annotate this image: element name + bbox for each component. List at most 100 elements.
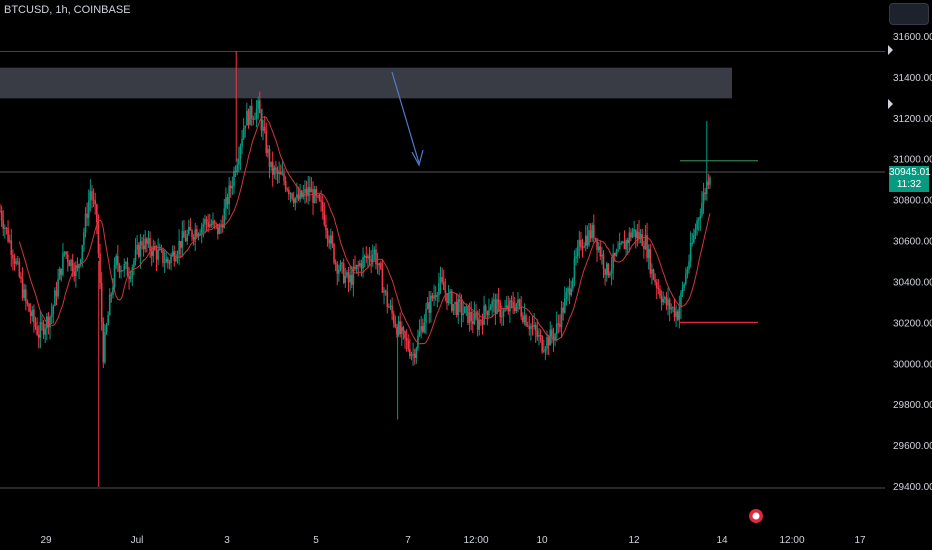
- candle-body: [446, 293, 448, 304]
- candle-body: [271, 161, 274, 175]
- candle-body: [370, 259, 372, 262]
- candle-body: [5, 227, 8, 229]
- candle-body: [228, 185, 230, 205]
- x-tick-label: 14: [716, 535, 728, 546]
- candle-body: [664, 297, 666, 300]
- candle-body: [26, 301, 29, 304]
- candle-body: [62, 253, 64, 275]
- candle-body: [693, 234, 695, 243]
- candle-body: [57, 279, 59, 297]
- candle-body: [21, 278, 24, 298]
- candle-body: [66, 254, 69, 262]
- candle-body: [16, 261, 19, 263]
- candle-body: [87, 200, 90, 218]
- candle-body: [646, 234, 648, 259]
- candle-body: [509, 300, 511, 312]
- candle-body: [42, 323, 45, 335]
- candle-body: [73, 271, 76, 277]
- candle-body: [29, 311, 32, 317]
- x-tick-label: 12: [628, 535, 640, 546]
- candle-body: [152, 246, 155, 257]
- candle-body: [363, 255, 366, 257]
- candle-body: [412, 353, 414, 355]
- candle-body: [254, 118, 256, 120]
- candle-body: [123, 263, 126, 271]
- x-tick-label: 10: [536, 535, 548, 546]
- candle-body: [247, 110, 250, 126]
- candle-body: [421, 326, 424, 333]
- candle-body: [94, 200, 97, 205]
- candle-body: [497, 299, 500, 303]
- candle-body: [620, 243, 623, 245]
- candle-body: [360, 263, 363, 269]
- countdown-label: 11:32: [896, 179, 922, 190]
- candle-body: [302, 193, 305, 198]
- candle-body: [525, 315, 527, 326]
- candle-body: [484, 305, 487, 312]
- candle-body: [628, 232, 631, 244]
- y-tick-label: 29600.00: [893, 441, 932, 452]
- candle-body: [610, 268, 613, 274]
- candle-body: [249, 105, 251, 126]
- candle-body: [163, 262, 166, 264]
- candle-body: [604, 269, 606, 275]
- candle-body: [355, 264, 358, 269]
- candle-body: [179, 240, 182, 248]
- candle-body: [357, 264, 360, 266]
- x-tick-label: 5: [313, 535, 319, 546]
- candle-body: [273, 167, 276, 175]
- candle-body: [333, 244, 335, 263]
- candle-body: [128, 276, 130, 280]
- candle-body: [686, 269, 689, 275]
- candle-body: [634, 229, 637, 239]
- candle-body: [154, 246, 156, 250]
- candle-body: [65, 251, 67, 255]
- candle-body: [70, 259, 72, 267]
- candle-body: [602, 254, 605, 270]
- top-right-button[interactable]: [889, 3, 929, 25]
- candle-body: [652, 269, 655, 280]
- candle-body: [565, 292, 568, 298]
- candle-body: [643, 246, 645, 249]
- candle-body: [530, 325, 532, 330]
- candle-body: [581, 247, 584, 249]
- candle-body: [560, 307, 563, 328]
- candle-body: [297, 194, 300, 200]
- candle-body: [368, 255, 371, 260]
- chart-title: BTCUSD, 1h, COINBASE: [4, 4, 131, 16]
- candles-layer: [0, 51, 711, 487]
- candle-body: [276, 170, 279, 174]
- candle-body: [531, 325, 534, 327]
- candle-body: [55, 290, 58, 297]
- candle-body: [305, 188, 308, 196]
- candle-body: [588, 230, 590, 246]
- candle-body: [460, 301, 463, 316]
- candle-body: [492, 299, 495, 301]
- candle-body: [28, 303, 30, 312]
- candle-body: [705, 181, 708, 194]
- candle-body: [559, 323, 561, 328]
- trend-arrow: [391, 71, 420, 164]
- candle-body: [436, 295, 439, 297]
- candle-body: [141, 241, 143, 246]
- candle-body: [210, 224, 213, 226]
- candle-body: [49, 316, 51, 328]
- candle-body: [572, 278, 574, 289]
- candle-body: [707, 181, 710, 185]
- candle-body: [444, 289, 447, 294]
- candle-body: [662, 299, 665, 303]
- candle-body: [341, 262, 343, 264]
- candle-body: [580, 239, 582, 248]
- candle-body: [491, 300, 493, 307]
- candle-body: [250, 105, 253, 119]
- candle-body: [331, 235, 334, 245]
- candle-body: [473, 313, 476, 324]
- candle-body: [499, 302, 502, 318]
- candle-body: [181, 231, 184, 248]
- candle-body: [691, 242, 694, 244]
- candle-body: [102, 321, 105, 363]
- candle-body: [680, 292, 682, 307]
- candle-body: [325, 224, 327, 231]
- candle-body: [426, 302, 429, 309]
